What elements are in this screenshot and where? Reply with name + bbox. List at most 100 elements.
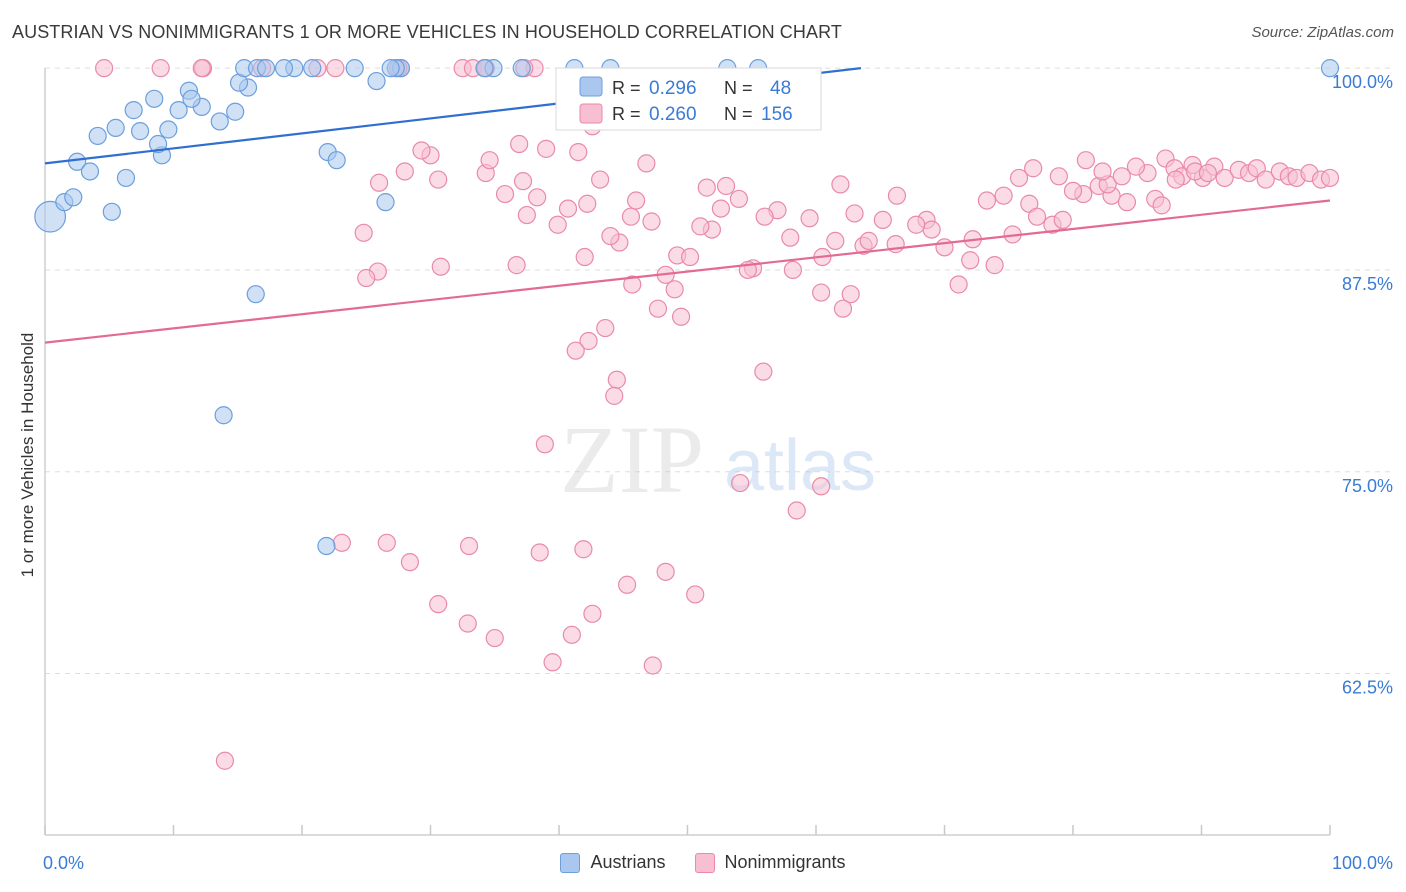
- nonimmigrants-point: [215, 751, 234, 770]
- nonimmigrants-point: [562, 625, 581, 644]
- nonimmigrants-point: [697, 178, 716, 197]
- tick-labels: 100.0% 87.5% 75.0% 62.5% 0.0% 100.0%: [43, 72, 1393, 873]
- nonimmigrants-point: [626, 191, 646, 210]
- nonimmigrants-point: [711, 199, 731, 218]
- austrians-point: [68, 152, 87, 171]
- nonimmigrants-point: [887, 186, 907, 205]
- nonimmigrants-point: [1093, 162, 1112, 181]
- austrians-point: [246, 285, 265, 304]
- austrians-point: [376, 193, 395, 212]
- nonimmigrants-point: [192, 59, 211, 78]
- legend-swatch-nonimmigrants: [694, 852, 715, 873]
- nonimmigrants-point: [1112, 167, 1131, 186]
- x-tick-label-max: 100.0%: [1332, 853, 1393, 873]
- nonimmigrants-trend-line: [44, 199, 1331, 344]
- nonimmigrants-point: [1027, 207, 1047, 226]
- nonimmigrants-point: [429, 170, 448, 189]
- nonimmigrants-point: [535, 435, 554, 454]
- nonimmigrants-point: [151, 59, 170, 78]
- legend-item-nonimmigrants: Nonimmigrants: [694, 852, 846, 873]
- nonimmigrants-point: [656, 562, 675, 581]
- austrians-point: [214, 406, 233, 425]
- nonimmigrants-point: [543, 653, 562, 672]
- stats-n-value-austrians: 48: [770, 78, 791, 99]
- austrians-point: [345, 59, 364, 78]
- nonimmigrants-point: [716, 176, 736, 196]
- nonimmigrants-point: [961, 251, 980, 270]
- nonimmigrants-point: [1152, 196, 1171, 215]
- nonimmigrants-point: [754, 362, 773, 381]
- legend-item-austrians: Austrians: [560, 852, 665, 873]
- watermark-atlas: atlas: [724, 426, 876, 506]
- stats-r-value-nonimmigrants: 0.260: [649, 104, 697, 125]
- austrians-point: [475, 59, 494, 78]
- stats-r-value-austrians: 0.296: [649, 78, 697, 99]
- nonimmigrants-point: [370, 173, 389, 192]
- nonimmigrants-point: [1049, 167, 1068, 186]
- nonimmigrants-point: [480, 151, 499, 170]
- austrians-point: [210, 112, 229, 131]
- nonimmigrants-point: [95, 59, 114, 78]
- nonimmigrants-point: [977, 191, 997, 210]
- axes: [44, 68, 1331, 836]
- nonimmigrants-point: [621, 207, 641, 226]
- austrians-point: [130, 122, 150, 141]
- nonimmigrants-point: [833, 299, 853, 318]
- austrians-point: [145, 89, 164, 108]
- nonimmigrants-point: [637, 154, 656, 173]
- austrians-point: [512, 59, 531, 78]
- nonimmigrants-point: [575, 247, 594, 267]
- nonimmigrants-point: [429, 595, 448, 614]
- nonimmigrants-point: [485, 628, 504, 648]
- nonimmigrants-point: [731, 473, 750, 493]
- nonimmigrants-point: [1215, 168, 1234, 188]
- nonimmigrants-point: [1009, 168, 1029, 188]
- nonimmigrants-point: [812, 477, 831, 496]
- austrians-point: [381, 59, 400, 78]
- nonimmigrants-point: [691, 217, 710, 236]
- nonimmigrants-point: [558, 199, 578, 218]
- nonimmigrants-point: [566, 341, 585, 360]
- nonimmigrants-point: [548, 215, 567, 234]
- stats-swatch-austrians: [579, 76, 603, 97]
- nonimmigrants-point: [985, 256, 1004, 275]
- stats-n-value-nonimmigrants: 156: [761, 104, 793, 125]
- nonimmigrants-point: [623, 275, 642, 294]
- nonimmigrants-point: [377, 533, 396, 552]
- nonimmigrants-point: [907, 215, 926, 234]
- nonimmigrants-point: [671, 307, 691, 326]
- nonimmigrants-point: [326, 59, 345, 78]
- austrians-point: [64, 188, 83, 207]
- stats-n-label-nonimmigrants: N =: [724, 104, 753, 124]
- austrians-point: [159, 120, 178, 139]
- nonimmigrants-point: [332, 533, 351, 552]
- nonimmigrants-point: [787, 501, 806, 520]
- austrians-point: [34, 200, 67, 233]
- nonimmigrants-point: [686, 585, 705, 604]
- austrians-point: [317, 536, 336, 556]
- nonimmigrants-point: [537, 139, 556, 158]
- nonimmigrants-point: [729, 189, 749, 209]
- austrians-point: [169, 101, 188, 120]
- y-tick-label: 75.0%: [1342, 476, 1393, 496]
- nonimmigrants-point: [826, 231, 845, 250]
- legend-label-nonimmigrants: Nonimmigrants: [724, 852, 846, 872]
- nonimmigrants-point: [591, 170, 610, 189]
- legend-label-austrians: Austrians: [590, 852, 666, 872]
- nonimmigrants-point: [400, 553, 420, 572]
- nonimmigrants-point: [1198, 163, 1218, 183]
- nonimmigrants-point: [949, 275, 968, 294]
- austrians-point: [256, 59, 276, 78]
- nonimmigrants-point: [841, 285, 860, 304]
- austrians-points: [34, 59, 1340, 556]
- nonimmigrants-point: [665, 280, 684, 299]
- nonimmigrants-point: [431, 257, 450, 276]
- nonimmigrants-point: [513, 172, 533, 191]
- austrians-point: [106, 118, 125, 137]
- nonimmigrants-point: [458, 614, 477, 633]
- stats-swatch-nonimmigrants: [579, 103, 603, 124]
- austrians-point: [226, 102, 245, 121]
- nonimmigrants-point: [395, 162, 414, 181]
- y-tick-label: 100.0%: [1332, 72, 1393, 92]
- nonimmigrants-point: [873, 210, 892, 230]
